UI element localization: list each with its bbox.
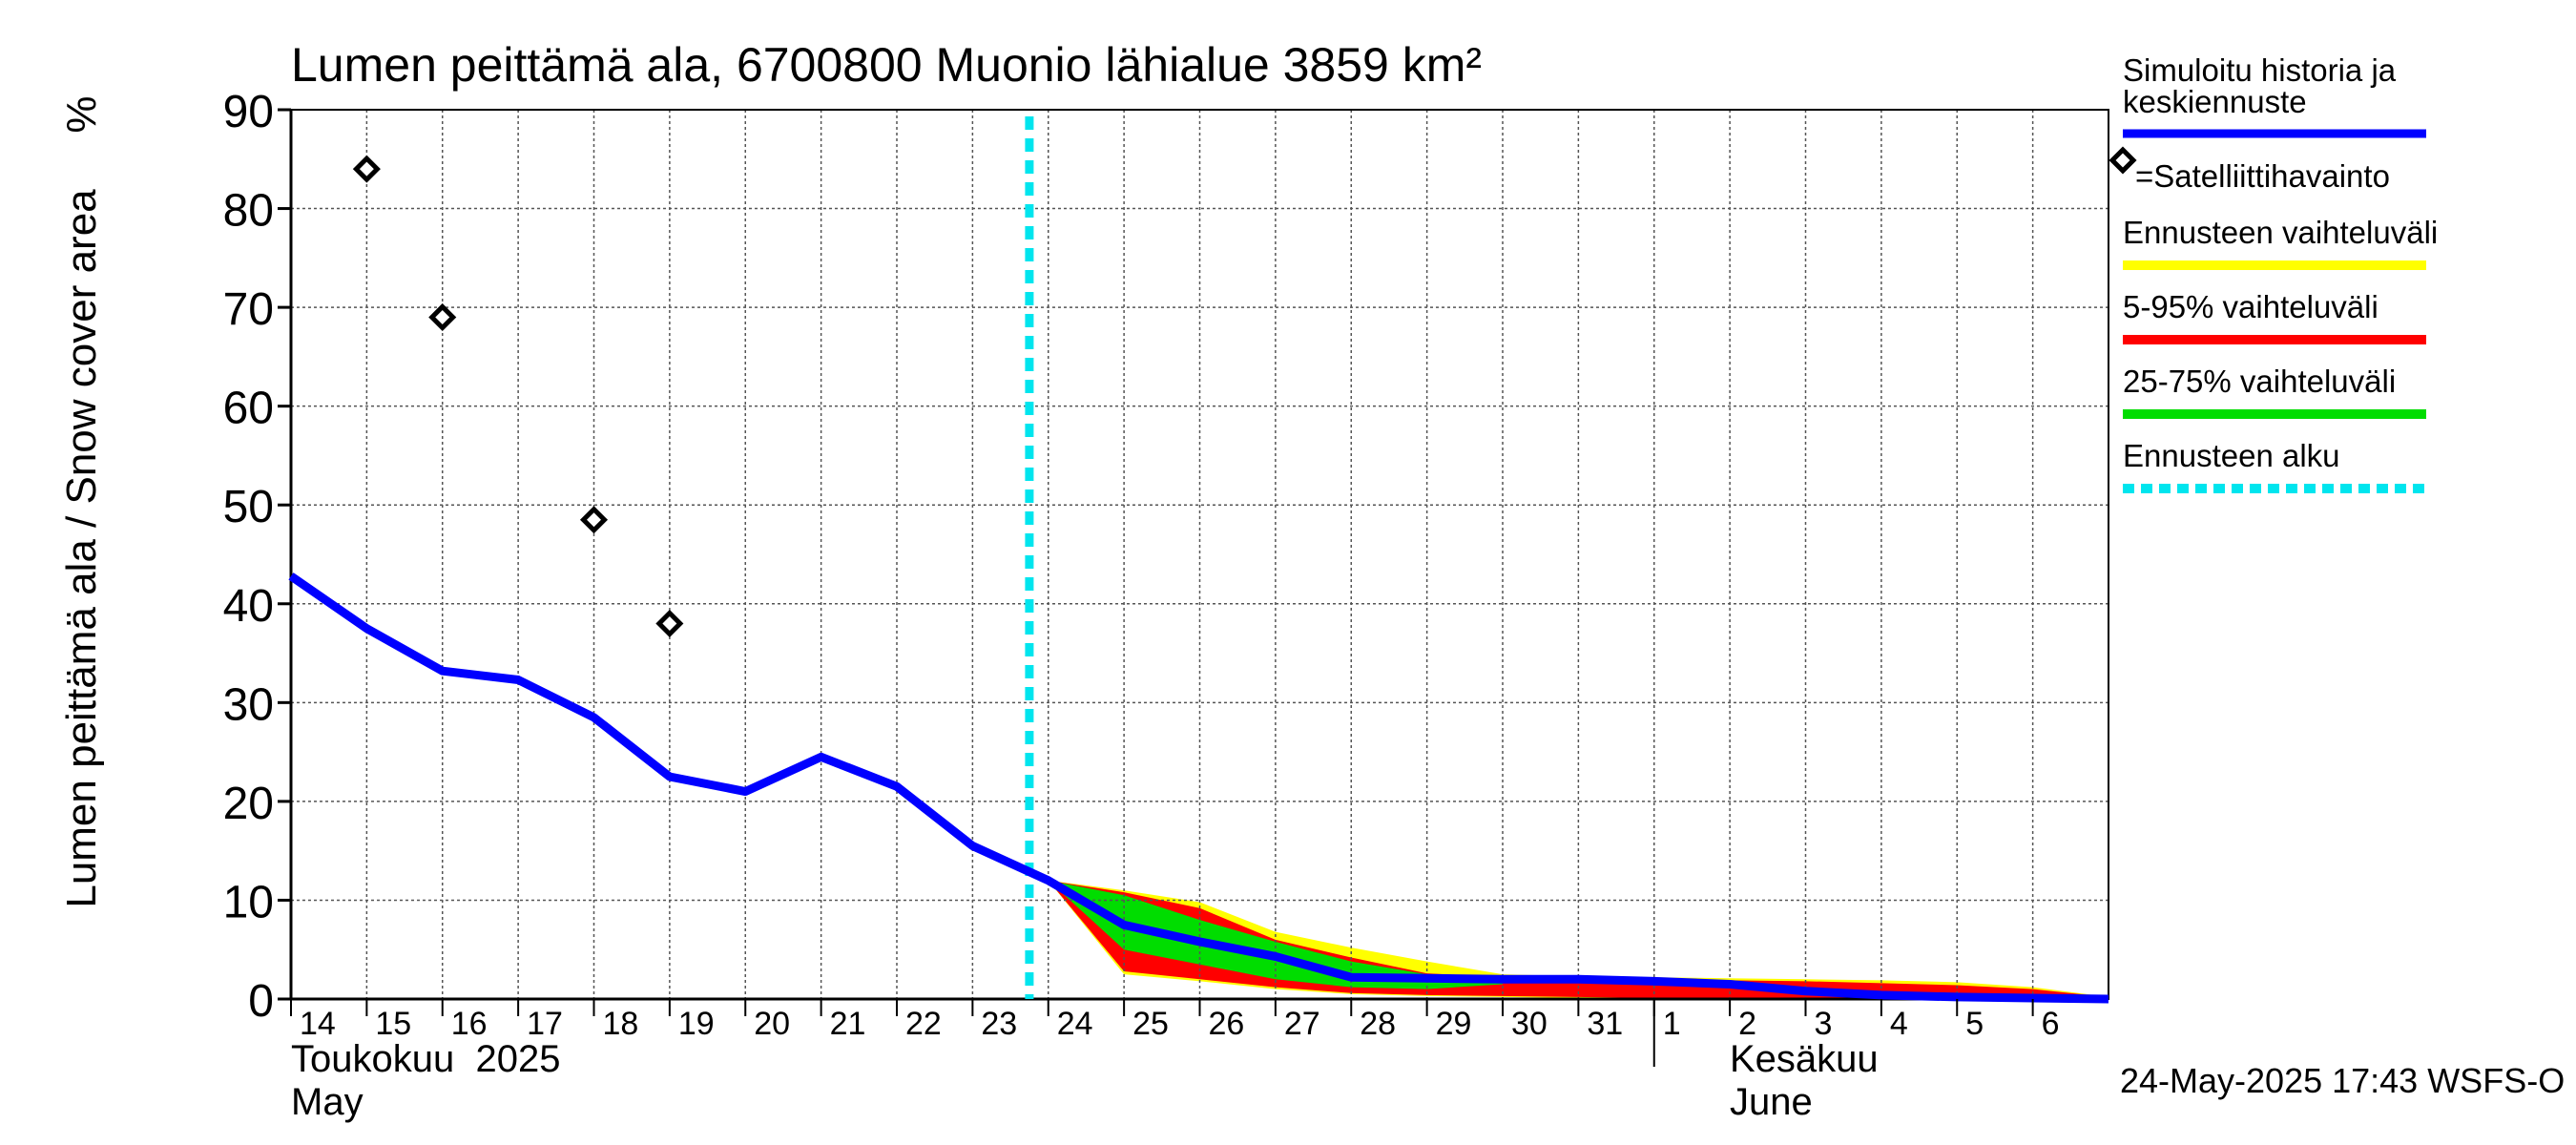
x-tick-label: 15 [375, 1006, 411, 1042]
legend-label: 5-95% vaihteluväli [2123, 289, 2379, 324]
x-tick-label: 6 [2042, 1006, 2060, 1042]
y-tick-label: 30 [223, 679, 274, 730]
satellite-observations [352, 155, 684, 638]
observation-point [352, 155, 381, 183]
legend-label: Simuloitu historia ja [2123, 52, 2397, 88]
x-tick-label: 25 [1132, 1006, 1169, 1042]
series [288, 572, 2109, 1004]
series-line-mean [288, 572, 2109, 1004]
chart-title: Lumen peittämä ala, 6700800 Muonio lähia… [291, 38, 1482, 92]
y-axis: 0 10 20 30 40 50 60 70 80 90 [223, 87, 291, 1027]
x-tick-label: 29 [1436, 1006, 1472, 1042]
legend-swatch [2109, 146, 2137, 175]
month-label-en-may: May [291, 1081, 364, 1123]
x-tick-label: 27 [1284, 1006, 1320, 1042]
x-tick-label: 21 [830, 1006, 866, 1042]
legend-label: Ennusteen alku [2123, 438, 2340, 473]
y-tick-label: 40 [223, 581, 274, 632]
month-label-fi-may: Toukokuu 2025 [291, 1038, 560, 1080]
x-axis: 14 15 16 17 18 19 20 21 22 23 24 25 26 27 28 29 30 31 1 2 3 4… [290, 999, 2060, 1067]
legend-label: Ennusteen vaihteluväli [2123, 215, 2438, 250]
y-tick-label: 0 [248, 976, 274, 1027]
y-tick-label: 60 [223, 384, 274, 434]
x-tick-label: 20 [754, 1006, 790, 1042]
month-label-en-june: June [1730, 1081, 1813, 1123]
observation-point [428, 302, 457, 332]
x-tick-label: 17 [527, 1006, 563, 1042]
x-tick-label: 3 [1815, 1006, 1833, 1042]
y-tick-label: 70 [223, 284, 274, 335]
legend-label: =Satelliittihavainto [2135, 158, 2390, 194]
x-tick-label: 18 [603, 1006, 639, 1042]
y-axis-unit: % [58, 95, 105, 133]
x-tick-label: 2 [1738, 1006, 1756, 1042]
legend-label: keskiennuste [2123, 84, 2307, 119]
footer-timestamp: 24-May-2025 17:43 WSFS-O [2120, 1061, 2565, 1100]
month-label-fi-june: Kesäkuu [1730, 1038, 1879, 1080]
observation-point [655, 609, 684, 638]
y-tick-label: 90 [223, 87, 274, 137]
y-tick-label: 10 [223, 877, 274, 927]
y-tick-label: 20 [223, 779, 274, 829]
y-tick-label: 50 [223, 482, 274, 532]
x-tick-label: 16 [451, 1006, 488, 1042]
y-axis-label: Lumen peittämä ala / Snow cover area [58, 189, 105, 908]
x-tick-label: 22 [905, 1006, 942, 1042]
grid [291, 110, 2109, 999]
legend-label: 25-75% vaihteluväli [2123, 364, 2396, 399]
x-tick-label: 19 [678, 1006, 715, 1042]
x-tick-label: 28 [1360, 1006, 1396, 1042]
x-tick-label: 26 [1209, 1006, 1245, 1042]
y-tick-label: 80 [223, 186, 274, 237]
x-tick-label: 31 [1587, 1006, 1623, 1042]
observation-point [579, 506, 609, 534]
x-tick-label: 30 [1511, 1006, 1548, 1042]
x-tick-label: 5 [1965, 1006, 1984, 1042]
x-tick-label: 23 [981, 1006, 1017, 1042]
x-tick-label: 24 [1057, 1006, 1093, 1042]
x-tick-label: 1 [1663, 1006, 1681, 1042]
x-tick-label: 14 [300, 1006, 336, 1042]
x-tick-label: 4 [1890, 1006, 1908, 1042]
band-2 [1048, 880, 1503, 989]
